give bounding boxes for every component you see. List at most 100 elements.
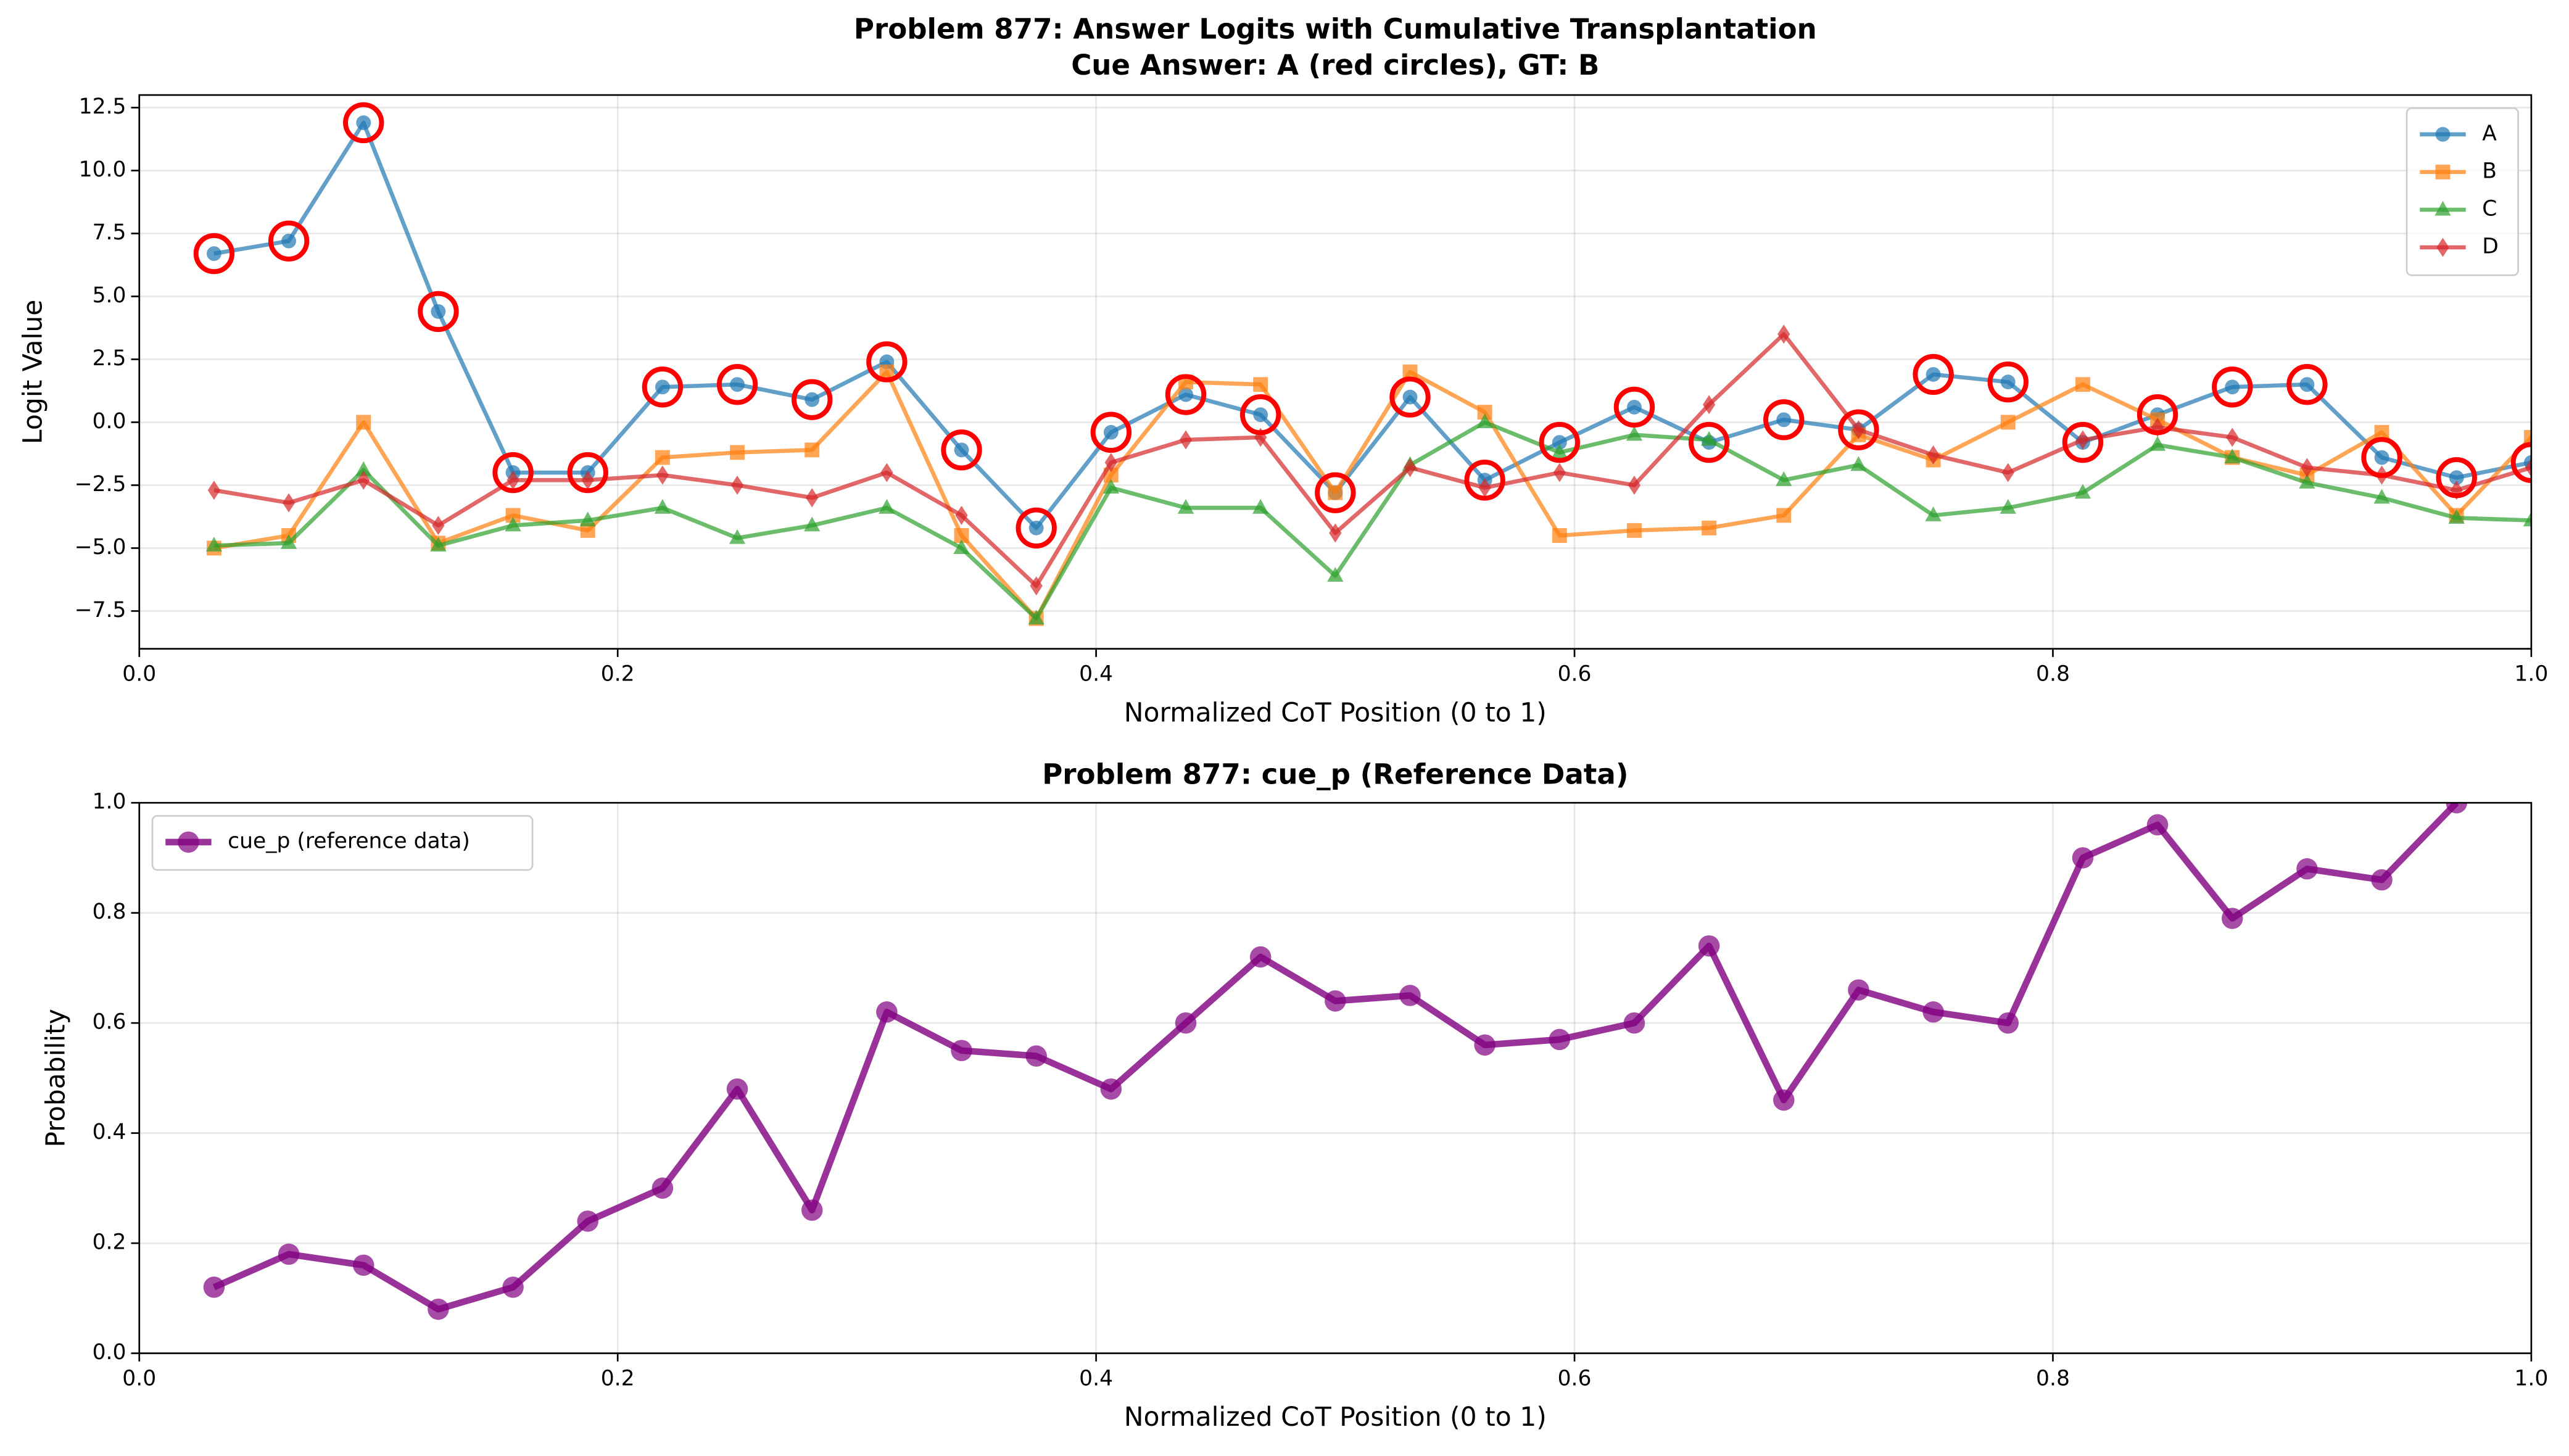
marker xyxy=(730,475,744,495)
marker xyxy=(1776,508,1792,523)
marker xyxy=(951,1040,972,1062)
y-tick-label: 0.6 xyxy=(93,1010,126,1035)
y-tick-label: 5.0 xyxy=(93,283,126,308)
marker xyxy=(1100,1078,1122,1100)
highlight-circle xyxy=(2212,366,2253,408)
marker xyxy=(1474,1034,1495,1056)
marker xyxy=(352,1254,374,1276)
marker xyxy=(2448,509,2465,524)
y-tick-label: 0.4 xyxy=(93,1120,126,1144)
marker xyxy=(1700,431,1718,446)
marker xyxy=(2000,374,2016,390)
legend-label: A xyxy=(2482,121,2497,146)
marker xyxy=(1404,458,1417,478)
y-tick-label: 0.8 xyxy=(93,900,126,924)
marker xyxy=(2221,908,2243,929)
marker xyxy=(2371,869,2393,891)
marker xyxy=(2151,418,2164,437)
highlight-circle xyxy=(1239,394,1281,436)
marker xyxy=(2436,238,2449,257)
marker xyxy=(654,498,671,514)
marker xyxy=(1249,946,1272,968)
x-tick-label: 0.4 xyxy=(1079,1366,1113,1391)
marker xyxy=(1327,566,1344,582)
marker xyxy=(430,536,447,552)
legend-label: C xyxy=(2482,196,2497,221)
y-tick-label: −5.0 xyxy=(75,535,126,560)
marker xyxy=(1178,387,1193,402)
marker xyxy=(1399,985,1421,1006)
marker xyxy=(1627,399,1642,415)
marker xyxy=(1030,576,1043,596)
marker xyxy=(203,1276,225,1298)
x-axis-label: Normalized CoT Position (0 to 1) xyxy=(1124,1402,1547,1433)
marker xyxy=(428,1298,449,1320)
highlight-circle xyxy=(2436,457,2477,498)
x-tick-label: 0.6 xyxy=(1558,1366,1592,1391)
marker xyxy=(2000,415,2016,430)
marker xyxy=(2076,430,2090,450)
marker xyxy=(2435,201,2451,216)
marker xyxy=(2075,377,2090,392)
marker xyxy=(431,304,446,319)
legend-label: B xyxy=(2482,159,2497,183)
highlight-circle xyxy=(642,366,684,408)
marker xyxy=(880,463,893,482)
highlight-circle xyxy=(1315,472,1356,513)
highlight-circle xyxy=(1389,376,1431,418)
x-tick-label: 0.6 xyxy=(1558,662,1592,687)
marker xyxy=(2449,470,2464,486)
marker xyxy=(1402,389,1418,405)
marker xyxy=(1628,475,1641,495)
marker xyxy=(801,1199,823,1221)
marker xyxy=(2072,847,2094,869)
marker xyxy=(2374,450,2389,465)
marker xyxy=(2296,858,2318,880)
highlight-circle xyxy=(941,429,982,471)
marker xyxy=(805,392,820,407)
highlight-circle xyxy=(2510,442,2531,483)
marker xyxy=(205,536,223,552)
marker xyxy=(1702,395,1716,415)
highlight-circle xyxy=(343,102,384,144)
marker xyxy=(356,115,371,130)
highlight-circle xyxy=(1090,412,1132,453)
highlight-circle xyxy=(193,233,235,275)
marker xyxy=(1776,412,1792,428)
marker xyxy=(1698,935,1720,957)
marker xyxy=(2224,449,2241,464)
highlight-circle xyxy=(2137,394,2178,436)
marker xyxy=(282,493,296,513)
marker xyxy=(1922,1001,1944,1023)
y-tick-label: 12.5 xyxy=(79,94,126,119)
highlight-circle xyxy=(2361,437,2402,478)
marker xyxy=(954,528,969,543)
marker xyxy=(726,1078,748,1100)
marker xyxy=(1102,479,1119,494)
highlight-circle xyxy=(2062,421,2104,463)
marker xyxy=(806,488,819,508)
highlight-circle xyxy=(1688,421,1730,463)
marker xyxy=(2149,436,2166,451)
marker xyxy=(730,445,745,460)
marker xyxy=(206,246,221,262)
marker xyxy=(1997,1012,2019,1034)
marker xyxy=(579,511,596,527)
highlight-circle xyxy=(1913,354,1954,395)
y-tick-label: 7.5 xyxy=(93,220,126,245)
marker xyxy=(1179,430,1193,450)
marker xyxy=(1627,523,1642,538)
highlight-circle xyxy=(1165,374,1207,415)
x-tick-label: 0.2 xyxy=(601,1366,635,1391)
y-axis-label: Logit Value xyxy=(18,300,48,444)
x-tick-label: 0.8 xyxy=(2036,1366,2070,1391)
highlight-circle xyxy=(1763,399,1805,441)
axes-frame xyxy=(138,94,2533,650)
marker xyxy=(505,508,521,523)
marker xyxy=(2374,424,2389,440)
marker xyxy=(955,505,968,525)
marker xyxy=(1325,990,1346,1012)
marker xyxy=(1028,610,1045,625)
highlight-circle xyxy=(1838,409,1879,450)
marker xyxy=(1850,456,1867,471)
